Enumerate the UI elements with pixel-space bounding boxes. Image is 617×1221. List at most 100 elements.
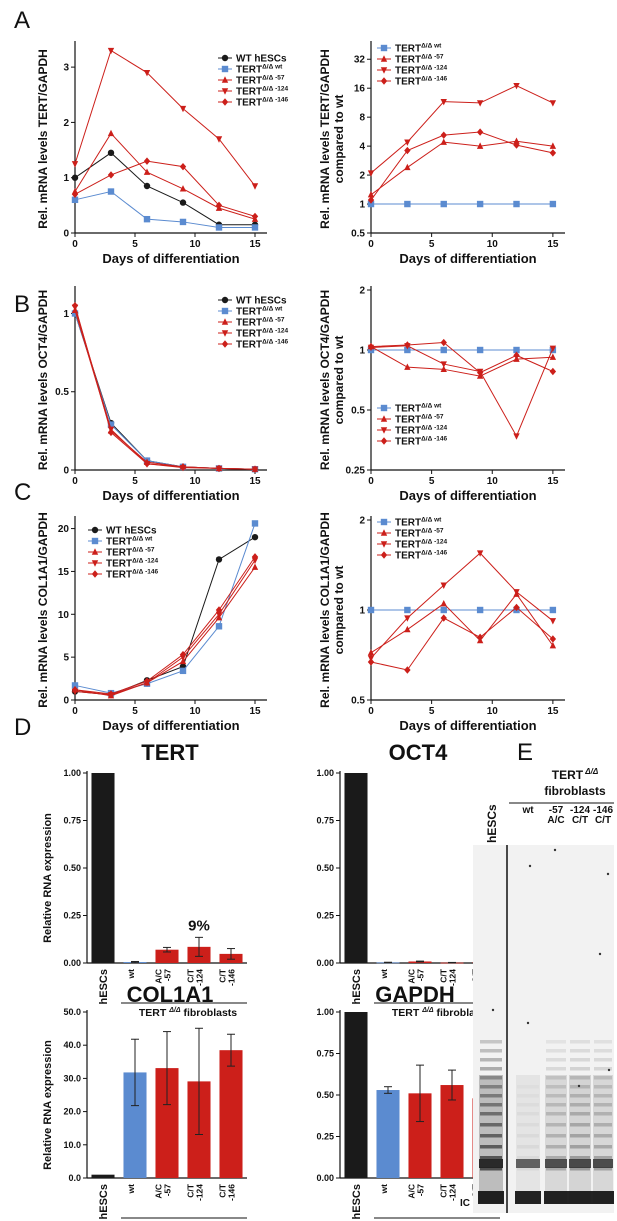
- line-chart-a2: 0 5 10 15 0.5 1 2 4 8 16 32 Days of differentiation…: [318, 41, 565, 266]
- series-line: [74, 307, 256, 470]
- data-point: [251, 224, 259, 231]
- data-point: [549, 142, 557, 149]
- y-tick-label: 0.00: [63, 958, 81, 968]
- data-point: [404, 146, 411, 155]
- data-point: [107, 149, 115, 157]
- series-line: [370, 131, 553, 201]
- data-point: [143, 157, 151, 165]
- x-tick-label: 10: [487, 706, 499, 717]
- data-point: [404, 606, 411, 614]
- category-label: A/C -57: [407, 969, 426, 984]
- ic-band: [592, 1191, 614, 1204]
- ladder-band: [594, 1123, 612, 1127]
- y-tick-label: 2: [63, 118, 69, 129]
- legend-marker: [221, 88, 229, 95]
- y-tick-label: 4: [359, 142, 365, 153]
- ladder-band: [594, 1167, 612, 1171]
- data-point: [179, 667, 187, 675]
- y-axis-label-line1: Rel. mRNA levels OCT4/GAPDH: [318, 290, 332, 470]
- ladder-band: [546, 1134, 566, 1138]
- y-tick-label: 20.0: [63, 1107, 81, 1117]
- data-point: [367, 658, 375, 666]
- legend-label: TERTΔ/Δ -57: [395, 414, 444, 426]
- series-tert-146: [71, 157, 259, 221]
- category-label-part: wt: [126, 1184, 136, 1195]
- y-tick-label: 0.25: [316, 1132, 334, 1142]
- legend-label: TERTΔ/Δ -146: [395, 550, 447, 562]
- group-label: TERT Δ/Δ fibroblasts: [139, 1007, 237, 1019]
- y-tick-label: 32: [354, 55, 366, 66]
- y-tick-label: 0.0: [68, 1173, 81, 1183]
- legend-marker: [221, 318, 229, 325]
- data-point: [367, 196, 375, 204]
- data-point: [549, 345, 557, 352]
- category-label: hESCs: [98, 1184, 110, 1219]
- data-point: [251, 465, 259, 473]
- y-tick-label: 0.25: [63, 911, 81, 921]
- data-point: [367, 342, 375, 351]
- legend-label: TERTΔ/Δ -124: [106, 558, 158, 570]
- ladder-band: [570, 1085, 590, 1089]
- category-label: C/T -124: [439, 1183, 458, 1201]
- y-tick-label: 8: [359, 113, 365, 124]
- legend-marker: [221, 307, 229, 315]
- data-point: [367, 170, 375, 177]
- panel-letter-c: C: [14, 479, 31, 506]
- x-axis-label: Days of differentiation: [102, 251, 239, 266]
- gel-lane-0: hESCs: [478, 804, 504, 1204]
- ladder-band: [570, 1040, 590, 1044]
- ladder-band: [570, 1094, 590, 1098]
- data-point: [107, 428, 115, 437]
- x-tick-label: 10: [487, 239, 499, 250]
- ladder-band: [480, 1123, 502, 1127]
- category-label-part: -124: [195, 1184, 205, 1201]
- y-tick-label: 0.50: [316, 1090, 334, 1100]
- category-label: wt: [379, 1184, 389, 1195]
- series-tert-57: [367, 590, 557, 656]
- data-point: [513, 137, 520, 144]
- legend-label: TERTΔ/Δ -124: [236, 328, 288, 340]
- ladder-band: [480, 1112, 502, 1116]
- data-point: [549, 353, 557, 360]
- legend-marker: [221, 54, 229, 62]
- series-line: [74, 556, 256, 695]
- data-point: [513, 603, 520, 612]
- y-tick-label: 10.0: [63, 1140, 81, 1150]
- category-label-part: wt: [126, 969, 136, 980]
- series-line: [370, 85, 554, 174]
- series-tert-wt: [71, 188, 259, 231]
- line-chart-a1: 0 5 10 15 0 1 2 3 Days of differentiation Rel. mR…: [36, 41, 288, 266]
- data-point: [251, 212, 259, 221]
- x-tick-label: 5: [429, 706, 435, 717]
- data-point: [440, 338, 447, 347]
- data-point: [404, 666, 411, 674]
- y-tick-label: 1: [359, 606, 365, 617]
- legend-marker: [380, 518, 388, 526]
- legend-marker: [91, 537, 99, 545]
- data-point: [215, 611, 223, 618]
- series-tert-57: [71, 129, 259, 222]
- data-point: [549, 618, 557, 625]
- legend-marker: [221, 98, 229, 106]
- data-point: [513, 82, 520, 90]
- lane-smear: [516, 1075, 540, 1203]
- data-point: [251, 553, 259, 561]
- y-axis-label: Relative RNA expression: [42, 813, 54, 943]
- series-line: [370, 593, 554, 654]
- series-line: [370, 140, 553, 196]
- x-tick-label: 0: [368, 476, 374, 487]
- ladder-band: [570, 1134, 590, 1138]
- data-point: [215, 556, 223, 563]
- series-line: [74, 560, 256, 696]
- x-tick-label: 5: [429, 476, 435, 487]
- ladder-band: [594, 1134, 612, 1138]
- x-tick-label: 10: [189, 706, 201, 717]
- data-point: [251, 563, 259, 570]
- data-point: [107, 421, 115, 428]
- y-tick-label: 10: [58, 610, 70, 621]
- category-label: hESCs: [351, 1184, 363, 1219]
- lane-smear: [569, 1075, 591, 1203]
- series-line: [74, 190, 255, 228]
- data-point: [404, 163, 411, 171]
